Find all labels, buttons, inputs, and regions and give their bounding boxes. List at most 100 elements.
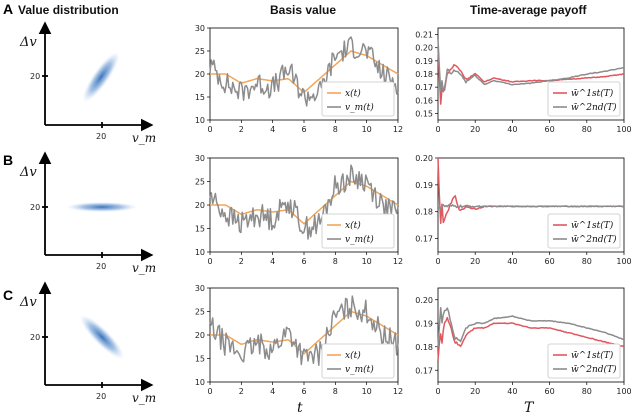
value-distribution-b: Δv v_m 20 20 (19, 151, 156, 275)
legend-label: w̄^2nd(T) (571, 234, 617, 245)
legend-label: x(t) (345, 350, 361, 361)
x-tick-label: 2 (239, 125, 244, 134)
legend-label: v_m(t) (345, 102, 374, 113)
x-tick-label: 60 (545, 125, 555, 134)
y-tick-label: 0.20 (415, 44, 433, 53)
y-tick-label: 15 (195, 355, 205, 364)
chart-basis-b: 0 2 4 6 8 10 12 10 15 20 25 30 x(t) v_m(t) (195, 154, 403, 266)
payoff-time-axis-label: T (524, 400, 535, 416)
x-tick-label: 60 (545, 387, 555, 396)
legend-label: w̄^1st(T) (571, 220, 614, 231)
value-distribution-blob (80, 315, 124, 359)
series-line-1 (437, 316, 625, 361)
x-tick-label: 6 (301, 257, 306, 266)
y-tick-label: 0.19 (415, 319, 433, 328)
y-tick-label: 20 (30, 203, 40, 212)
legend-label: w̄^2nd(T) (571, 364, 617, 375)
x-tick-label: 40 (507, 387, 517, 396)
value-distribution-c: Δv v_m 20 20 (19, 281, 156, 405)
dv-label: Δv (19, 295, 37, 310)
header-basis-value: Basis value (270, 3, 336, 17)
x-tick-label: 12 (393, 257, 403, 266)
x-tick-label: 40 (507, 125, 517, 134)
x-tick-label: 0 (435, 257, 440, 266)
y-tick-label: 20 (30, 72, 40, 81)
y-tick-label: 0.15 (415, 109, 433, 118)
x-tick-label: 0 (207, 125, 212, 134)
x-tick-label: 8 (333, 257, 338, 266)
x-tick-label: 20 (96, 262, 106, 271)
chart-payoff-c: 0 20 40 60 80 100 0.17 0.18 0.19 0.20 w̄^1st(T) w̄^… (415, 287, 632, 396)
y-tick-label: 0.17 (415, 83, 433, 92)
x-tick-label: 20 (470, 125, 480, 134)
x-tick-label: 80 (582, 257, 592, 266)
x-tick-label: 12 (393, 125, 403, 134)
dv-label: Δv (19, 35, 37, 50)
x-tick-label: 80 (582, 387, 592, 396)
x-tick-label: 40 (507, 257, 517, 266)
legend-label: v_m(t) (345, 364, 374, 375)
y-tick-label: 10 (195, 116, 205, 125)
x-tick-label: 10 (362, 257, 372, 266)
y-tick-label: 20 (30, 333, 40, 342)
x-tick-label: 0 (207, 387, 212, 396)
x-tick-label: 12 (393, 387, 403, 396)
x-tick-label: 2 (239, 257, 244, 266)
x-tick-label: 20 (470, 257, 480, 266)
chart-payoff-a: 0 20 40 60 80 100 0.15 0.16 0.17 0.18 0.19 0.20 0.21… (415, 27, 632, 134)
value-distribution-blob (82, 52, 120, 102)
y-tick-label: 25 (195, 47, 205, 56)
panel-label-b: B (3, 152, 13, 168)
x-tick-label: 80 (582, 125, 592, 134)
y-tick-label: 15 (195, 93, 205, 102)
chart-basis-a: 0 2 4 6 8 10 12 10 15 20 25 30 x(t) v_m(t) (195, 24, 403, 134)
y-tick-label: 0.17 (415, 366, 433, 375)
x-tick-label: 8 (333, 387, 338, 396)
y-tick-label: 20 (195, 70, 205, 79)
y-tick-label: 25 (195, 308, 205, 317)
legend-label: v_m(t) (345, 234, 374, 245)
series-line-1 (437, 47, 625, 105)
y-tick-label: 20 (195, 331, 205, 340)
chart-payoff-b: 0 20 40 60 80 100 0.17 0.18 0.19 0.20 w̄^1st(T) w̄^… (415, 154, 631, 266)
x-tick-label: 8 (333, 125, 338, 134)
y-tick-label: 0.19 (415, 57, 433, 66)
panel-label-c: C (3, 287, 13, 303)
vm-label: v_m (132, 261, 156, 275)
x-tick-label: 100 (616, 125, 631, 134)
x-tick-label: 10 (362, 387, 372, 396)
dv-label: Δv (19, 165, 37, 180)
vm-label: v_m (132, 391, 156, 405)
series-line-2 (437, 204, 625, 210)
y-tick-label: 0.17 (415, 235, 433, 244)
y-tick-label: 10 (195, 248, 205, 257)
y-tick-label: 10 (195, 378, 205, 387)
vm-label: v_m (132, 131, 156, 145)
x-tick-label: 60 (545, 257, 555, 266)
y-tick-label: 30 (195, 284, 205, 293)
panel-label-a: A (3, 1, 13, 17)
y-tick-label: 0.21 (415, 31, 433, 40)
series-line-2 (437, 307, 625, 348)
y-tick-label: 20 (195, 201, 205, 210)
x-tick-label: 2 (239, 387, 244, 396)
series-line-2 (437, 39, 625, 93)
y-tick-label: 30 (195, 24, 205, 33)
y-tick-label: 0.20 (415, 296, 433, 305)
y-tick-label: 30 (195, 154, 205, 163)
y-tick-label: 15 (195, 225, 205, 234)
x-tick-label: 6 (301, 125, 306, 134)
value-distribution-blob (67, 202, 137, 212)
legend-label: w̄^2nd(T) (571, 102, 617, 113)
y-tick-label: 0.18 (415, 70, 433, 79)
x-tick-label: 20 (470, 387, 480, 396)
x-tick-label: 4 (270, 387, 275, 396)
series-line-2 (209, 36, 399, 107)
x-tick-label: 6 (301, 387, 306, 396)
x-tick-label: 0 (207, 257, 212, 266)
x-tick-label: 100 (616, 257, 631, 266)
series-line-1 (210, 180, 399, 225)
x-tick-label: 4 (270, 125, 275, 134)
